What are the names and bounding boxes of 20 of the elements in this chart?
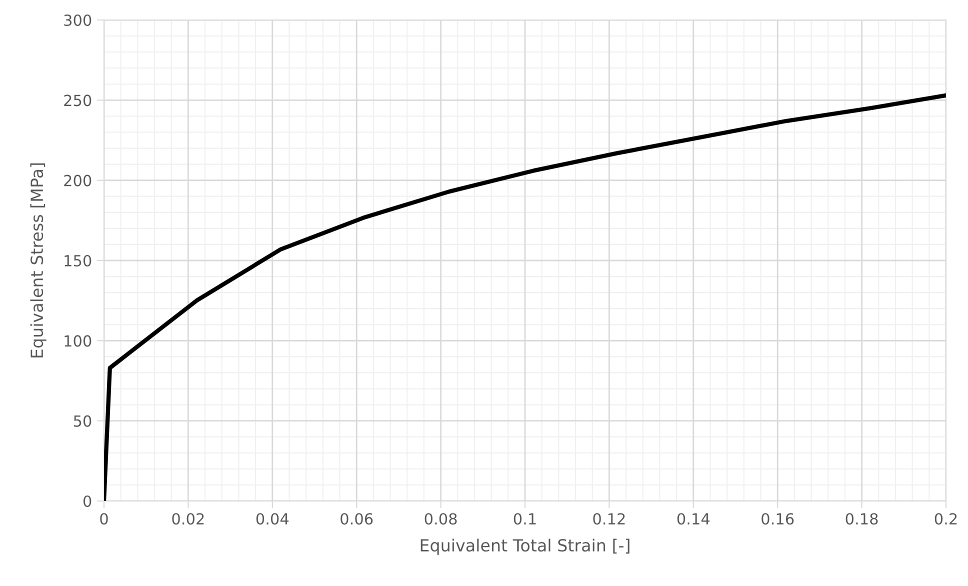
y-tick-label: 250 (64, 94, 92, 106)
x-tick-label: 0.1 (514, 513, 536, 525)
y-tick-label: 0 (83, 495, 92, 508)
x-tick-label: 0.08 (424, 513, 457, 525)
x-axis-title: Equivalent Total Strain [-] (420, 538, 630, 555)
y-tick-label: 150 (64, 254, 92, 267)
x-tick-label: 0.2 (934, 513, 957, 525)
x-tick-label: 0.12 (593, 513, 625, 525)
x-tick-label: 0 (100, 513, 108, 525)
y-tick-label: 200 (64, 174, 92, 186)
x-tick-label: 0.02 (172, 513, 204, 525)
y-tick-label: 50 (74, 415, 92, 427)
y-axis-title: Equivalent Stress [MPa] (30, 163, 46, 358)
y-tick-label: 300 (64, 14, 92, 26)
x-tick-label: 0.04 (256, 513, 289, 525)
x-tick-label: 0.06 (340, 513, 373, 525)
x-tick-label: 0.16 (762, 513, 794, 525)
x-tick-label: 0.14 (677, 513, 710, 525)
y-tick-label: 100 (64, 335, 92, 347)
x-tick-label: 0.18 (846, 513, 878, 525)
